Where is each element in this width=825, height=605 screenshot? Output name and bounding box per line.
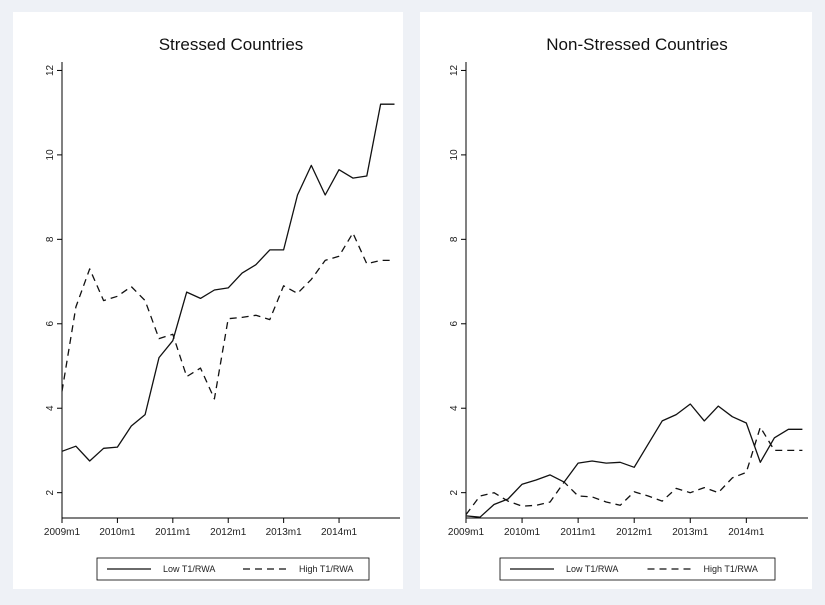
- y-tick-label: 12: [45, 64, 56, 76]
- legend-label: High T1/RWA: [299, 564, 353, 574]
- x-tick-label: 2013m1: [266, 527, 303, 538]
- y-tick-label: 12: [449, 64, 460, 76]
- legend-label: Low T1/RWA: [566, 564, 618, 574]
- x-tick-label: 2012m1: [210, 527, 247, 538]
- y-tick-label: 8: [45, 236, 56, 242]
- y-tick-label: 4: [449, 405, 460, 411]
- y-tick-label: 2: [449, 489, 460, 495]
- y-tick-label: 8: [449, 236, 460, 242]
- series-line-high-t1-rwa: [465, 426, 803, 515]
- x-tick-label: 2012m1: [616, 527, 653, 538]
- series-line-high-t1-rwa: [61, 232, 395, 400]
- y-tick-label: 6: [45, 321, 56, 327]
- chart-panel-1: Stressed Countries 2 4 6 8 10 12 2009m1 2010m1 20…: [13, 12, 403, 589]
- panel-background: [13, 12, 403, 589]
- y-tick-label: 6: [449, 321, 460, 327]
- x-tick-label: 2010m1: [99, 527, 136, 538]
- legend: Low T1/RWA High T1/RWA: [96, 557, 370, 581]
- series-line-low-t1-rwa: [465, 403, 803, 518]
- panel-background: [420, 12, 812, 589]
- legend-label: High T1/RWA: [704, 564, 758, 574]
- y-tick-label: 2: [45, 489, 56, 495]
- legend-label: Low T1/RWA: [163, 564, 215, 574]
- x-tick-label: 2010m1: [504, 527, 541, 538]
- x-tick-label: 2009m1: [44, 527, 81, 538]
- x-tick-label: 2011m1: [155, 527, 191, 538]
- legend-box: [499, 557, 776, 581]
- y-tick-label: 10: [45, 149, 56, 161]
- series-line-low-t1-rwa: [61, 103, 395, 462]
- chart-title: Non-Stressed Countries: [546, 35, 727, 54]
- x-tick-label: 2014m1: [321, 527, 358, 538]
- x-tick-label: 2009m1: [448, 527, 485, 538]
- y-tick-label: 10: [449, 149, 460, 161]
- legend-box: [96, 557, 370, 581]
- chart-title: Stressed Countries: [159, 35, 304, 54]
- chart-panel-2: Non-Stressed Countries 2 4 6 8 10 12 2009m1 2010…: [420, 12, 812, 589]
- x-tick-label: 2014m1: [728, 527, 765, 538]
- x-tick-label: 2013m1: [672, 527, 709, 538]
- panels: Stressed Countries 2 4 6 8 10 12 2009m1 2010m1 20…: [13, 12, 812, 589]
- y-tick-label: 4: [45, 405, 56, 411]
- x-tick-label: 2011m1: [560, 527, 596, 538]
- legend: Low T1/RWA High T1/RWA: [499, 557, 776, 581]
